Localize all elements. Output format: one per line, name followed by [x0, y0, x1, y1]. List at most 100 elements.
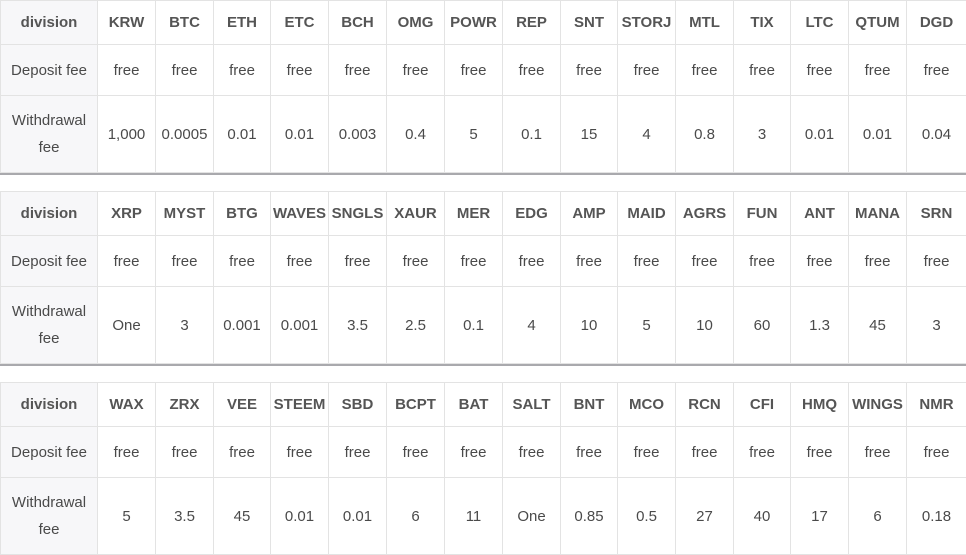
withdrawal-fee-cell: 0.8	[676, 96, 734, 173]
withdrawal-fee-label: Withdrawal fee	[1, 478, 98, 555]
coin-header: BTG	[214, 192, 271, 236]
withdrawal-fee-cell: 11	[445, 478, 503, 555]
deposit-fee-cell: free	[156, 45, 214, 96]
withdrawal-fee-cell: 10	[676, 287, 734, 364]
deposit-fee-cell: free	[734, 45, 791, 96]
coin-header: BTC	[156, 1, 214, 45]
table-separator	[0, 364, 966, 382]
withdrawal-fee-cell: 0.5	[618, 478, 676, 555]
withdrawal-fee-cell: 2.5	[387, 287, 445, 364]
coin-header: SRN	[907, 192, 966, 236]
withdrawal-fee-cell: 0.01	[791, 96, 849, 173]
coin-header: ETC	[271, 1, 329, 45]
withdrawal-fee-cell: 0.85	[561, 478, 618, 555]
deposit-fee-cell: free	[387, 427, 445, 478]
deposit-fee-cell: free	[214, 236, 271, 287]
deposit-fee-cell: free	[849, 236, 907, 287]
deposit-fee-cell: free	[676, 427, 734, 478]
coin-header: ETH	[214, 1, 271, 45]
coin-header: WAVES	[271, 192, 329, 236]
withdrawal-fee-cell: One	[503, 478, 561, 555]
coin-header: SALT	[503, 383, 561, 427]
withdrawal-fee-label: Withdrawal fee	[1, 287, 98, 364]
coin-header: SNT	[561, 1, 618, 45]
deposit-fee-label: Deposit fee	[1, 236, 98, 287]
coin-header: AGRS	[676, 192, 734, 236]
withdrawal-fee-cell: 6	[849, 478, 907, 555]
deposit-fee-cell: free	[561, 427, 618, 478]
deposit-fee-cell: free	[156, 236, 214, 287]
deposit-fee-cell: free	[734, 236, 791, 287]
deposit-fee-cell: free	[387, 45, 445, 96]
coin-header: WINGS	[849, 383, 907, 427]
withdrawal-fee-cell: 0.4	[387, 96, 445, 173]
withdrawal-fee-cell: 0.01	[271, 96, 329, 173]
deposit-fee-cell: free	[561, 45, 618, 96]
deposit-fee-cell: free	[791, 45, 849, 96]
coin-header: RCN	[676, 383, 734, 427]
coin-header: MANA	[849, 192, 907, 236]
coin-header: MYST	[156, 192, 214, 236]
withdrawal-fee-cell: 0.04	[907, 96, 966, 173]
deposit-fee-cell: free	[156, 427, 214, 478]
deposit-fee-cell: free	[618, 45, 676, 96]
coin-header: XRP	[98, 192, 156, 236]
deposit-fee-cell: free	[907, 45, 966, 96]
coin-header: NMR	[907, 383, 966, 427]
withdrawal-fee-cell: 27	[676, 478, 734, 555]
deposit-fee-cell: free	[907, 427, 966, 478]
deposit-fee-cell: free	[214, 45, 271, 96]
coin-header: BNT	[561, 383, 618, 427]
coin-header: ANT	[791, 192, 849, 236]
withdrawal-fee-cell: 0.01	[329, 478, 387, 555]
withdrawal-fee-cell: 4	[618, 96, 676, 173]
deposit-fee-cell: free	[271, 45, 329, 96]
deposit-fee-cell: free	[271, 427, 329, 478]
coin-header: HMQ	[791, 383, 849, 427]
coin-header: EDG	[503, 192, 561, 236]
withdrawal-fee-cell: 45	[849, 287, 907, 364]
deposit-fee-cell: free	[561, 236, 618, 287]
deposit-fee-cell: free	[618, 427, 676, 478]
coin-header: VEE	[214, 383, 271, 427]
coin-header: WAX	[98, 383, 156, 427]
deposit-fee-cell: free	[676, 45, 734, 96]
deposit-fee-cell: free	[445, 45, 503, 96]
coin-header: STEEM	[271, 383, 329, 427]
withdrawal-fee-cell: 40	[734, 478, 791, 555]
division-header: division	[1, 192, 98, 236]
deposit-fee-cell: free	[907, 236, 966, 287]
deposit-fee-cell: free	[503, 45, 561, 96]
withdrawal-fee-cell: 3	[734, 96, 791, 173]
coin-header: REP	[503, 1, 561, 45]
withdrawal-fee-cell: 0.001	[214, 287, 271, 364]
deposit-fee-label: Deposit fee	[1, 45, 98, 96]
deposit-fee-cell: free	[676, 236, 734, 287]
coin-header: MCO	[618, 383, 676, 427]
withdrawal-fee-cell: 0.1	[445, 287, 503, 364]
withdrawal-fee-cell: 60	[734, 287, 791, 364]
withdrawal-fee-cell: 0.01	[849, 96, 907, 173]
coin-header: CFI	[734, 383, 791, 427]
coin-header: AMP	[561, 192, 618, 236]
coin-header: BCH	[329, 1, 387, 45]
withdrawal-fee-cell: 5	[98, 478, 156, 555]
coin-header: SNGLS	[329, 192, 387, 236]
withdrawal-fee-cell: 0.18	[907, 478, 966, 555]
deposit-fee-cell: free	[734, 427, 791, 478]
withdrawal-fee-cell: 0.1	[503, 96, 561, 173]
coin-header: OMG	[387, 1, 445, 45]
coin-header: MER	[445, 192, 503, 236]
withdrawal-fee-cell: 3.5	[156, 478, 214, 555]
withdrawal-fee-label: Withdrawal fee	[1, 96, 98, 173]
